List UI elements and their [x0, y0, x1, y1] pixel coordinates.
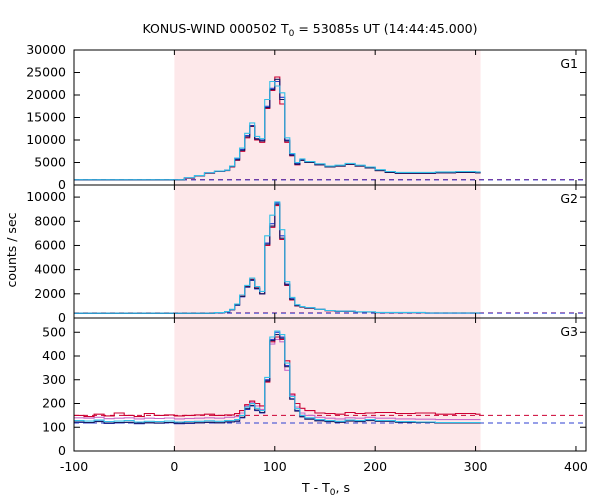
chart-title-sub: 0: [289, 29, 295, 39]
x-axis-title-rest: , s: [336, 480, 350, 495]
shaded-interval: [174, 50, 481, 185]
series-g3-cyan: [74, 330, 481, 424]
y-tick-label: 30000: [26, 42, 66, 57]
y-tick-label: 4000: [34, 262, 66, 277]
y-tick-label: 10000: [26, 189, 66, 204]
y-tick-label: 20000: [26, 87, 66, 102]
chart-title-main: KONUS-WIND 000502 T: [142, 21, 288, 36]
panel-label-g3: G3: [560, 324, 578, 339]
y-tick-label: 100: [42, 419, 66, 434]
panel-frame: [73, 317, 587, 452]
x-axis-title-main: T - T: [301, 480, 330, 495]
x-tick-label: 400: [564, 459, 588, 474]
series-g3-dark: [74, 334, 481, 424]
series-g3-red: [74, 336, 481, 418]
y-tick-label: 8000: [34, 213, 66, 228]
panel-label-g1: G1: [560, 56, 578, 71]
x-tick-label: -100: [60, 459, 88, 474]
x-tick-label: 200: [363, 459, 387, 474]
x-tick-label: 100: [263, 459, 287, 474]
panel-g3: 0 100 200 300 400 500 G3: [42, 317, 587, 458]
shaded-interval: [174, 185, 481, 318]
y-tick-label: 25000: [26, 65, 66, 80]
series-g3-pink: [74, 338, 481, 421]
y-tick-label: 300: [42, 372, 66, 387]
y-tick-label: 0: [58, 443, 66, 458]
y-axis-title: counts / sec: [4, 212, 19, 287]
x-tick-label: 300: [464, 459, 488, 474]
x-tick-label: 0: [170, 459, 178, 474]
y-tick-label: 2000: [34, 286, 66, 301]
panel-g1: 0 5000 10000 15000 20000 25000 30000 G1: [26, 42, 587, 192]
y-tick-label: 500: [42, 324, 66, 339]
panels-group: 050001000015000200002500030000G102000400…: [26, 42, 587, 458]
panel-label-g2: G2: [560, 191, 578, 206]
y-tick-label: 10000: [26, 132, 66, 147]
y-tick-label: 6000: [34, 237, 66, 252]
y-tick-label: 0: [58, 177, 66, 192]
y-tick-label: 200: [42, 396, 66, 411]
x-axis-title-sub: 0: [330, 488, 336, 498]
chart-title-rest: = 53085s UT (14:44:45.000): [294, 21, 477, 36]
x-tick-group: -100 0 100 200 300 400: [60, 459, 588, 474]
series-g2-cyan: [74, 201, 481, 314]
y-tick-label: 0: [58, 310, 66, 325]
y-tick-label: 15000: [26, 110, 66, 125]
x-axis-title: T - T0, s: [301, 480, 350, 498]
series-g1-cyan: [74, 80, 481, 181]
shaded-interval: [174, 318, 481, 451]
panel-g2: 0 2000 4000 6000 8000 10000 G2: [26, 184, 587, 325]
y-tick-label: 5000: [34, 155, 66, 170]
y-tick-label: 400: [42, 348, 66, 363]
chart-title: KONUS-WIND 000502 T0 = 53085s UT (14:44:…: [142, 21, 477, 39]
